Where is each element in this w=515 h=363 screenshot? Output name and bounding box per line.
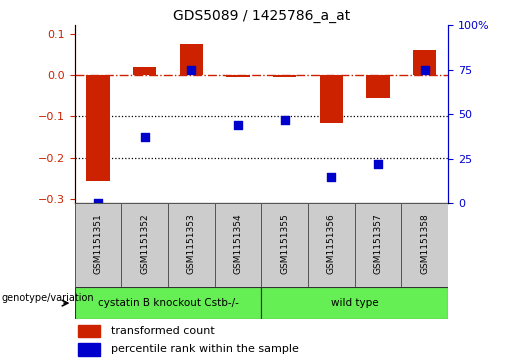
Bar bbox=[75, 287, 261, 319]
Bar bbox=[355, 203, 401, 287]
Bar bbox=[78, 325, 100, 338]
Bar bbox=[261, 203, 308, 287]
Point bbox=[374, 161, 382, 167]
Text: GSM1151355: GSM1151355 bbox=[280, 213, 289, 274]
Bar bbox=[273, 75, 296, 77]
Bar bbox=[133, 67, 157, 75]
Bar bbox=[168, 203, 215, 287]
Point bbox=[421, 67, 429, 73]
Bar bbox=[75, 203, 122, 287]
Bar bbox=[122, 203, 168, 287]
Text: GSM1151352: GSM1151352 bbox=[140, 213, 149, 274]
Bar bbox=[180, 44, 203, 75]
Point bbox=[234, 122, 242, 128]
Text: percentile rank within the sample: percentile rank within the sample bbox=[111, 344, 299, 354]
Point bbox=[327, 174, 335, 180]
Point bbox=[281, 117, 289, 123]
Bar bbox=[401, 203, 448, 287]
Bar bbox=[413, 50, 436, 75]
Bar bbox=[308, 203, 355, 287]
Text: wild type: wild type bbox=[331, 298, 379, 308]
Text: GSM1151353: GSM1151353 bbox=[187, 213, 196, 274]
Bar bbox=[215, 203, 261, 287]
Bar bbox=[87, 75, 110, 180]
Text: GSM1151357: GSM1151357 bbox=[373, 213, 383, 274]
Bar bbox=[227, 75, 250, 77]
Bar bbox=[366, 75, 390, 98]
Text: GSM1151351: GSM1151351 bbox=[94, 213, 102, 274]
Bar bbox=[78, 343, 100, 356]
Point bbox=[94, 200, 102, 206]
Point bbox=[141, 135, 149, 140]
Point bbox=[187, 67, 196, 73]
Title: GDS5089 / 1425786_a_at: GDS5089 / 1425786_a_at bbox=[173, 9, 350, 23]
Text: GSM1151354: GSM1151354 bbox=[233, 213, 243, 274]
Text: GSM1151356: GSM1151356 bbox=[327, 213, 336, 274]
Bar bbox=[261, 287, 448, 319]
Text: cystatin B knockout Cstb-/-: cystatin B knockout Cstb-/- bbox=[97, 298, 238, 308]
Bar bbox=[320, 75, 343, 123]
Text: genotype/variation: genotype/variation bbox=[2, 293, 94, 303]
Text: GSM1151358: GSM1151358 bbox=[420, 213, 429, 274]
Text: transformed count: transformed count bbox=[111, 326, 214, 336]
